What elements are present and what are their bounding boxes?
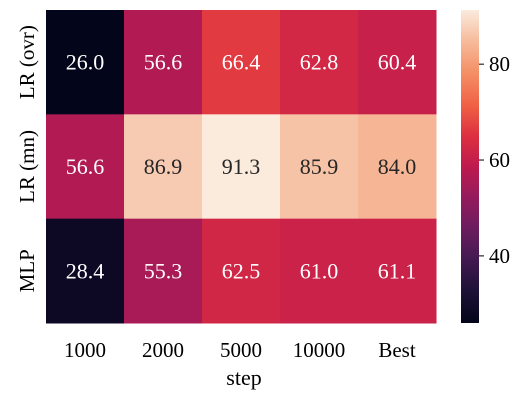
cell-value-label: 28.4 bbox=[66, 258, 105, 283]
cell-value-label: 62.8 bbox=[300, 50, 339, 75]
cell-value-label: 26.0 bbox=[66, 50, 105, 75]
heatmap-cell bbox=[358, 10, 437, 115]
heatmap-cell bbox=[280, 218, 359, 324]
heatmap-cell bbox=[358, 218, 437, 324]
heatmap-cells bbox=[46, 10, 437, 324]
cell-value-label: 56.6 bbox=[144, 50, 183, 75]
x-tick-label: 1000 bbox=[64, 338, 106, 362]
heatmap-cell bbox=[280, 114, 359, 220]
heatmap-cell bbox=[124, 114, 203, 220]
colorbar-ticks: 40 60 80 bbox=[479, 52, 510, 268]
heatmap-cell bbox=[202, 218, 281, 324]
heatmap-cell bbox=[124, 10, 203, 115]
colorbar bbox=[461, 10, 479, 323]
heatmap-cell bbox=[202, 10, 281, 115]
heatmap-cell bbox=[46, 10, 125, 115]
x-tick-label: 5000 bbox=[220, 338, 262, 362]
heatmap-cell bbox=[46, 114, 125, 220]
x-tick-label: Best bbox=[378, 338, 416, 362]
x-axis-label: step bbox=[226, 365, 261, 390]
cell-value-label: 61.0 bbox=[300, 258, 339, 283]
heatmap-cell bbox=[280, 10, 359, 115]
cell-value-label: 84.0 bbox=[378, 154, 417, 179]
colorbar-tick-label: 60 bbox=[489, 148, 510, 172]
cell-value-label: 62.5 bbox=[222, 258, 261, 283]
cell-value-label: 56.6 bbox=[66, 154, 105, 179]
heatmap-cell bbox=[124, 218, 203, 324]
cell-value-label: 60.4 bbox=[378, 50, 417, 75]
cell-value-label: 61.1 bbox=[378, 258, 417, 283]
x-tick-label: 10000 bbox=[293, 338, 346, 362]
heatmap-cell bbox=[202, 114, 281, 220]
cell-value-label: 55.3 bbox=[144, 258, 183, 283]
cell-value-label: 86.9 bbox=[144, 154, 183, 179]
heatmap-cell bbox=[46, 218, 125, 324]
x-tick-labels: 1000 2000 5000 10000 Best bbox=[64, 338, 416, 362]
cell-value-label: 66.4 bbox=[222, 50, 261, 75]
cell-value-label: 91.3 bbox=[222, 154, 261, 179]
colorbar-tick-label: 80 bbox=[489, 52, 510, 76]
heatmap-cell-labels: 26.0 56.6 66.4 62.8 60.4 56.6 86.9 91.3 85.9 84.0… bbox=[66, 50, 417, 284]
x-tick-label: 2000 bbox=[142, 338, 184, 362]
y-tick-label: LR (ovr) bbox=[15, 25, 39, 99]
colorbar-tick-label: 40 bbox=[489, 244, 510, 268]
y-tick-label: LR (mn) bbox=[15, 130, 39, 203]
y-tick-labels: LR (ovr) LR (mn) MLP bbox=[15, 25, 39, 292]
heatmap-cell bbox=[358, 114, 437, 220]
y-tick-label: MLP bbox=[15, 249, 39, 292]
cell-value-label: 85.9 bbox=[300, 154, 339, 179]
